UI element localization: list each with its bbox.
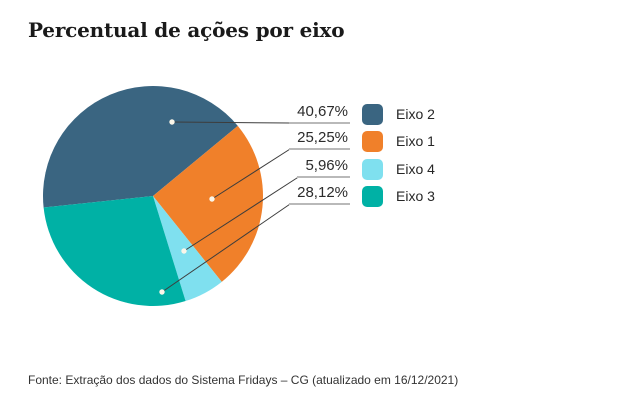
- leader-line: [171, 121, 291, 124]
- legend-label-eixo-4: Eixo 4: [396, 161, 435, 177]
- pie-slice-eixo-1: [153, 125, 263, 282]
- leader-line: [183, 176, 299, 252]
- legend-item-eixo-2: Eixo 2: [362, 103, 435, 125]
- legend-swatch-eixo-3: [362, 185, 383, 207]
- percent-label-eixo-4: 5,96%: [297, 158, 350, 178]
- legend-item-eixo-4: Eixo 4: [362, 158, 435, 180]
- leader-dot: [169, 119, 175, 125]
- percent-label-eixo-3: 28,12%: [289, 185, 350, 205]
- source-footnote: Fonte: Extração dos dados do Sistema Fri…: [28, 373, 459, 387]
- leader-dot: [209, 196, 215, 202]
- leader-dot: [181, 248, 187, 254]
- leader-line: [161, 203, 291, 293]
- legend-label-eixo-1: Eixo 1: [396, 133, 435, 149]
- legend-swatch-eixo-2: [362, 103, 383, 125]
- chart-title: Percentual de ações por eixo: [28, 18, 345, 42]
- legend-item-eixo-1: Eixo 1: [362, 130, 435, 152]
- legend-label-eixo-2: Eixo 2: [396, 106, 435, 122]
- leader-line: [211, 148, 291, 200]
- legend-item-eixo-3: Eixo 3: [362, 185, 435, 207]
- legend-swatch-eixo-4: [362, 158, 383, 180]
- percent-label-eixo-2: 40,67%: [289, 104, 350, 124]
- legend-label-eixo-3: Eixo 3: [396, 188, 435, 204]
- pie-slice-eixo-3: [43, 196, 186, 306]
- leader-dot: [159, 289, 165, 295]
- percent-label-eixo-1: 25,25%: [289, 130, 350, 150]
- pie-slice-eixo-2: [42, 85, 238, 208]
- legend-swatch-eixo-1: [362, 130, 383, 152]
